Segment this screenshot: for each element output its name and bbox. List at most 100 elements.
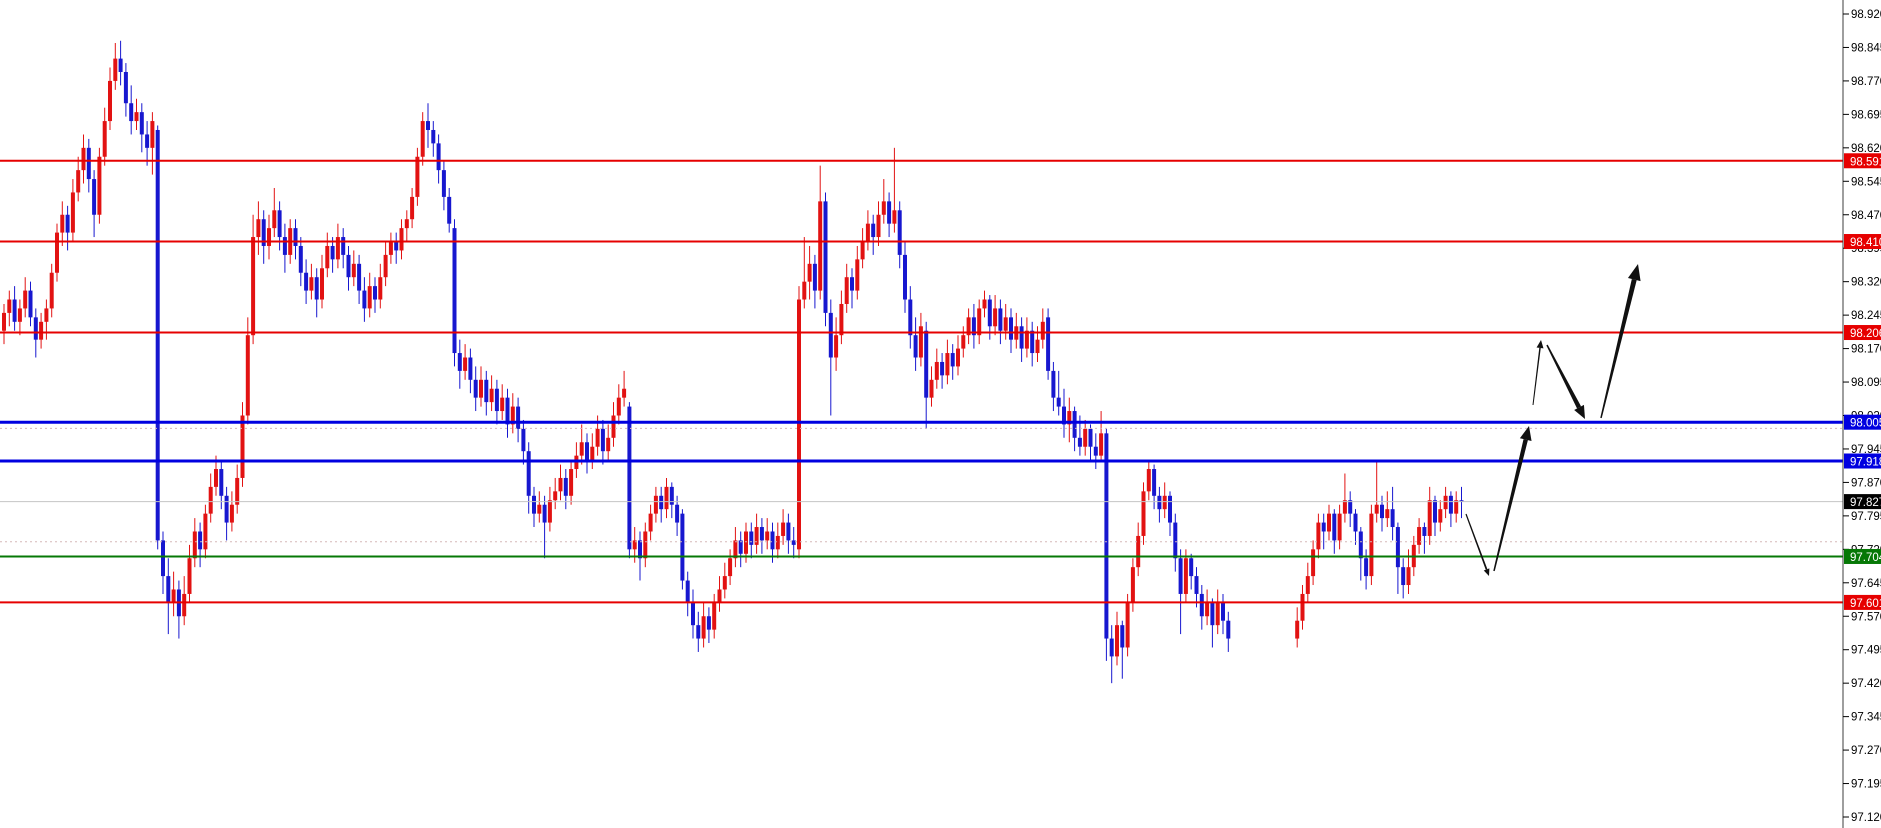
candle [1051, 361, 1056, 412]
candle [648, 504, 653, 541]
price-tag-level-97918[interactable]: 97.918 [1844, 453, 1881, 469]
candle [1459, 486, 1464, 519]
candle [479, 366, 483, 407]
candle [1395, 522, 1400, 594]
candle [187, 544, 192, 603]
candle [1162, 482, 1167, 519]
candle [351, 250, 356, 287]
candle [155, 125, 160, 550]
axis-label: 98.470 [1851, 210, 1881, 222]
price-tag-support-97601[interactable]: 97.601 [1844, 594, 1881, 610]
axis-label: 98.170 [1851, 344, 1881, 356]
candle [706, 607, 711, 644]
candle [505, 388, 510, 438]
price-tag-level-98005[interactable]: 98.005 [1844, 414, 1881, 430]
candle [759, 518, 764, 554]
candle [415, 147, 420, 206]
price-axis[interactable]: 98.920 98.845 98.770 98.695 98.620 98.545 98.4… [1842, 0, 1881, 828]
price-tag-resistance-98410[interactable]: 98.410 [1844, 234, 1881, 250]
candle [966, 308, 971, 345]
candle [219, 460, 224, 510]
candle [722, 562, 727, 599]
candle [314, 268, 319, 318]
price-tag-box [1844, 153, 1881, 169]
candle [1093, 433, 1098, 470]
price-tag-resistance-98591[interactable]: 98.591 [1844, 153, 1881, 169]
candle [309, 263, 314, 300]
candle [653, 486, 658, 523]
trend-arrows[interactable] [1465, 264, 1641, 576]
candle [346, 245, 351, 291]
candle [934, 348, 939, 389]
price-tag-support-97704[interactable]: 97.704 [1844, 548, 1881, 564]
candle [1210, 598, 1215, 648]
candle [17, 299, 22, 336]
candle [378, 263, 383, 309]
candle [76, 156, 81, 202]
candle [129, 85, 134, 135]
candle [1443, 486, 1448, 519]
candle [1014, 312, 1019, 349]
candle [733, 527, 738, 568]
candle [325, 232, 330, 278]
price-tag-label: 97.918 [1850, 457, 1881, 469]
candle [229, 491, 234, 532]
candle [373, 277, 377, 313]
candle [1305, 562, 1310, 603]
arrowhead-icon [1574, 404, 1585, 419]
candle [701, 602, 706, 648]
impulse-up-arrow-2[interactable] [1600, 264, 1641, 419]
candle [320, 254, 324, 309]
arrowhead-icon [1536, 340, 1544, 349]
arrow-shaft [1600, 278, 1637, 419]
minor-up-arrow[interactable] [1532, 340, 1544, 406]
candle [335, 223, 340, 269]
candle [765, 518, 770, 550]
candle [39, 312, 44, 349]
pullback-small-arrow[interactable] [1465, 513, 1490, 576]
candle [2, 303, 6, 345]
candle [563, 469, 568, 510]
candle [404, 210, 409, 242]
price-tag-box [1844, 325, 1881, 341]
axis-label: 97.945 [1851, 444, 1881, 456]
candle [537, 491, 542, 523]
candle [150, 112, 155, 175]
candle [1189, 553, 1194, 590]
price-tag-box [1844, 594, 1881, 610]
candle [235, 464, 240, 514]
candle [489, 375, 494, 412]
candle [791, 527, 796, 559]
candle [1226, 611, 1231, 652]
price-tag-current-price-line: 97.827 [1844, 494, 1881, 510]
axis-label: 97.270 [1851, 745, 1881, 757]
price-tag-resistance-98206[interactable]: 98.206 [1844, 325, 1881, 341]
axis-label: 97.195 [1851, 779, 1881, 791]
candle [1183, 549, 1188, 603]
candle [176, 580, 181, 639]
candle [192, 518, 197, 568]
candle [198, 522, 203, 568]
faint-levels [0, 427, 1843, 543]
candle [457, 339, 462, 389]
candle [240, 402, 245, 487]
candle [1327, 504, 1331, 541]
price-levels [0, 159, 1843, 604]
candle [1422, 522, 1427, 554]
axis-label: 97.870 [1851, 477, 1881, 489]
candle [1316, 513, 1321, 559]
candle [1046, 308, 1051, 380]
candle [1358, 527, 1363, 581]
candle [1438, 500, 1443, 532]
candle [1215, 589, 1220, 635]
candle [977, 299, 982, 345]
retrace-down-arrow[interactable] [1546, 344, 1585, 419]
candle [134, 98, 139, 130]
candle [441, 161, 446, 211]
candle [876, 201, 881, 246]
candle [929, 366, 934, 407]
impulse-up-arrow-1[interactable] [1493, 426, 1532, 572]
axis-label: 97.120 [1851, 812, 1881, 824]
